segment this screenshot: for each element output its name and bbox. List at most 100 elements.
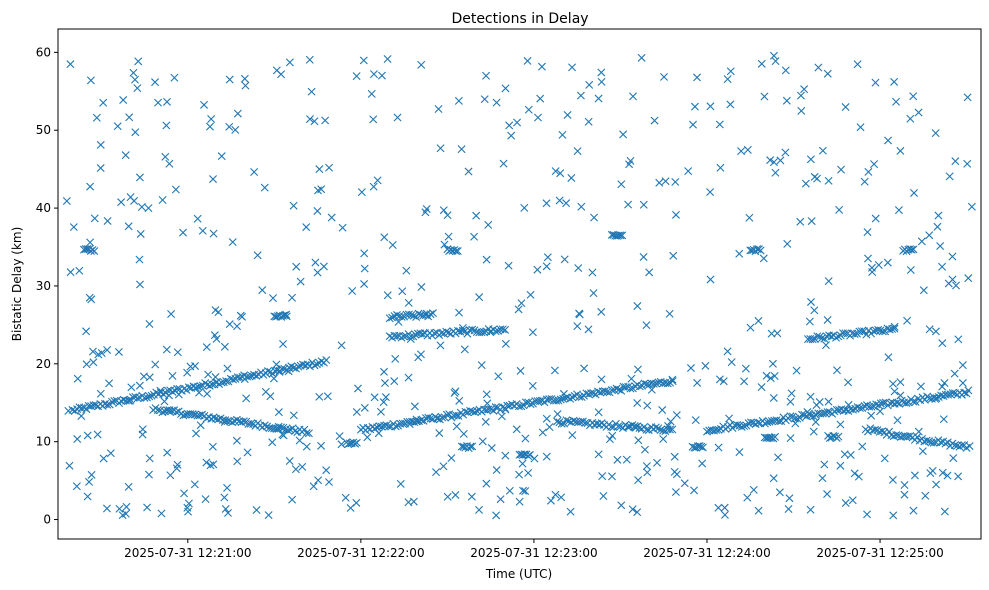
data-point [163, 448, 172, 457]
data-point [232, 436, 241, 445]
data-point [404, 310, 413, 319]
data-point [89, 401, 98, 410]
data-point [312, 360, 321, 369]
chart-title: Detections in Delay [451, 11, 588, 27]
data-point [229, 375, 238, 384]
data-point [252, 371, 261, 380]
data-point [103, 346, 112, 355]
data-point [690, 486, 699, 495]
data-point [317, 185, 326, 194]
data-point [392, 310, 401, 319]
data-point [286, 425, 295, 434]
data-point [938, 468, 947, 477]
data-point [184, 383, 193, 392]
data-point [110, 396, 119, 405]
data-point [380, 379, 389, 388]
data-point [689, 120, 697, 129]
data-point [524, 105, 533, 114]
y-tick-label: 30 [36, 279, 51, 293]
data-point [440, 240, 449, 249]
data-point [457, 145, 466, 154]
data-point [538, 428, 547, 437]
data-point [134, 57, 143, 66]
data-point [404, 298, 413, 307]
data-point [614, 385, 623, 394]
data-point [647, 385, 656, 394]
data-point [862, 330, 871, 339]
data-point [464, 167, 473, 176]
data-point [543, 253, 552, 262]
data-point [412, 417, 421, 426]
data-point [566, 394, 575, 403]
data-point [496, 495, 505, 504]
data-point [203, 389, 212, 398]
data-point [562, 416, 571, 425]
data-point [94, 350, 103, 359]
data-point [655, 178, 664, 187]
data-point [735, 249, 744, 258]
data-point [672, 411, 681, 420]
data-point [774, 453, 783, 462]
data-point [671, 210, 680, 219]
data-point [618, 231, 627, 240]
data-point [246, 419, 255, 428]
data-point [810, 306, 819, 315]
data-point [291, 465, 300, 474]
data-point [796, 217, 805, 226]
data-point [950, 369, 959, 378]
data-point [554, 396, 563, 405]
data-point [760, 419, 769, 428]
data-point [597, 68, 606, 77]
data-point [186, 362, 195, 371]
data-point [658, 406, 667, 415]
data-point [359, 56, 368, 65]
data-point [614, 422, 623, 431]
data-point [823, 69, 832, 78]
data-point [381, 393, 390, 402]
data-point [642, 462, 651, 471]
data-point [352, 498, 361, 507]
data-point [241, 81, 250, 90]
data-point [524, 468, 533, 477]
data-point [521, 398, 530, 407]
data-point [568, 393, 577, 402]
data-point [466, 406, 475, 415]
y-axis-ticks: 0 10 20 30 40 50 60 [36, 45, 58, 527]
data-point [72, 482, 81, 491]
data-point [385, 314, 394, 323]
data-point [302, 429, 311, 438]
data-point [714, 443, 723, 452]
data-point [808, 335, 817, 344]
data-point [497, 412, 506, 421]
data-point [757, 383, 766, 392]
data-point [932, 480, 941, 489]
data-point [201, 495, 210, 504]
data-point [114, 347, 123, 356]
data-point [954, 472, 963, 481]
data-point [73, 374, 82, 383]
data-point [917, 237, 926, 246]
data-point [940, 378, 949, 387]
data-point [167, 310, 176, 319]
data-point [323, 392, 332, 401]
data-point [797, 106, 806, 115]
data-point [382, 421, 391, 430]
data-point [228, 238, 237, 247]
data-point [69, 223, 78, 232]
data-point [455, 396, 464, 405]
data-point [161, 152, 170, 161]
data-point [196, 421, 205, 430]
data-point [515, 470, 524, 479]
data-point [605, 435, 614, 444]
data-point [569, 416, 578, 425]
data-point [315, 165, 324, 174]
y-tick-label: 40 [36, 201, 51, 215]
data-point [575, 392, 584, 401]
data-point [902, 398, 911, 407]
data-point [928, 466, 937, 475]
data-point [516, 366, 525, 375]
x-tick-label: 2025-07-31 12:23:00 [470, 546, 597, 560]
data-point [501, 405, 510, 414]
x-tick-label: 2025-07-31 12:22:00 [297, 546, 424, 560]
data-point [348, 287, 357, 295]
